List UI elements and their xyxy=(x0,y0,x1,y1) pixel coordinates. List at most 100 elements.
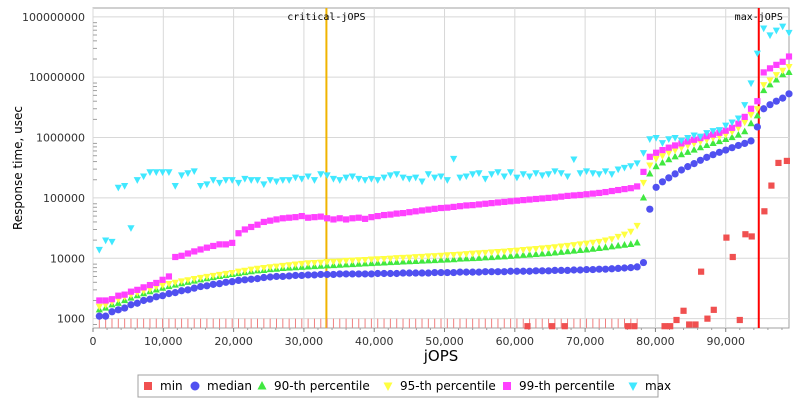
point-max xyxy=(184,170,192,177)
point-90-th-percentile xyxy=(696,143,705,151)
point-99-th-percentile xyxy=(488,200,495,207)
point-99-th-percentile xyxy=(203,244,210,251)
point-max xyxy=(658,140,667,147)
point-median xyxy=(317,270,325,279)
point-90-th-percentile xyxy=(443,255,451,263)
point-max xyxy=(475,170,483,177)
point-99-th-percentile xyxy=(779,58,786,65)
point-max xyxy=(684,134,692,142)
point-95-th-percentile xyxy=(544,244,553,252)
point-median xyxy=(146,295,154,303)
point-max xyxy=(260,181,268,189)
point-median xyxy=(418,269,426,277)
point-99-th-percentile xyxy=(387,211,394,218)
point-max xyxy=(488,171,496,178)
point-median xyxy=(412,269,420,277)
point-95-th-percentile xyxy=(203,273,211,281)
point-95-th-percentile xyxy=(310,259,319,267)
point-max xyxy=(582,168,591,176)
point-median xyxy=(291,271,300,280)
point-min xyxy=(723,234,730,241)
point-99-th-percentile xyxy=(254,221,261,228)
point-99-th-percentile xyxy=(602,188,609,196)
point-99-th-percentile xyxy=(222,241,229,248)
point-90-th-percentile xyxy=(741,127,749,135)
point-90-th-percentile xyxy=(608,242,616,250)
legend-label: 90-th percentile xyxy=(274,379,370,393)
point-max xyxy=(601,168,610,176)
point-max xyxy=(348,173,357,181)
point-95-th-percentile xyxy=(102,302,110,309)
point-max xyxy=(152,169,160,176)
point-min xyxy=(561,323,568,330)
y-tick-label: 10000000 xyxy=(29,71,85,84)
point-99-th-percentile xyxy=(456,203,464,210)
point-95-th-percentile xyxy=(753,106,761,113)
point-95-th-percentile xyxy=(538,245,546,253)
point-median xyxy=(551,266,559,274)
point-95-th-percentile xyxy=(665,150,673,157)
point-95-th-percentile xyxy=(215,271,224,279)
point-median xyxy=(203,282,211,290)
point-99-th-percentile xyxy=(539,195,546,202)
point-90-th-percentile xyxy=(715,137,723,145)
point-95-th-percentile xyxy=(582,240,591,248)
point-95-th-percentile xyxy=(260,265,268,272)
point-95-th-percentile xyxy=(601,237,610,245)
point-max xyxy=(367,175,375,183)
point-99-th-percentile xyxy=(324,215,331,222)
point-max xyxy=(519,171,527,178)
point-median xyxy=(652,183,660,191)
point-median xyxy=(184,286,192,294)
point-95-th-percentile xyxy=(734,125,742,132)
point-max xyxy=(203,181,211,189)
legend-label: 99-th percentile xyxy=(519,379,615,393)
point-99-th-percentile xyxy=(298,212,305,220)
point-99-th-percentile xyxy=(273,216,280,223)
point-median xyxy=(513,267,521,275)
point-max xyxy=(279,177,287,184)
point-90-th-percentile xyxy=(525,250,534,258)
point-median xyxy=(747,137,755,145)
x-tick-label: 60,000 xyxy=(496,335,535,348)
point-95-th-percentile xyxy=(646,162,654,170)
point-median xyxy=(481,268,489,276)
point-median xyxy=(633,263,641,271)
point-max xyxy=(741,102,749,109)
point-90-th-percentile xyxy=(494,252,502,260)
point-95-th-percentile xyxy=(481,249,489,257)
y-tick-label: 1000 xyxy=(57,313,85,326)
point-95-th-percentile xyxy=(652,155,660,163)
point-99-th-percentile xyxy=(412,208,419,215)
point-max xyxy=(532,170,540,177)
point-95-th-percentile xyxy=(336,258,344,266)
point-99-th-percentile xyxy=(241,226,248,233)
point-95-th-percentile xyxy=(329,258,338,266)
point-95-th-percentile xyxy=(247,266,255,274)
point-95-th-percentile xyxy=(557,243,565,251)
point-99-th-percentile xyxy=(735,120,742,127)
point-95-th-percentile xyxy=(298,260,306,268)
point-95-th-percentile xyxy=(374,256,382,263)
point-max xyxy=(646,136,654,143)
point-median xyxy=(589,265,597,274)
point-99-th-percentile xyxy=(501,198,508,205)
point-max xyxy=(633,160,641,168)
point-99-th-percentile xyxy=(583,191,590,198)
point-median xyxy=(570,266,578,274)
point-95-th-percentile xyxy=(671,147,679,155)
point-90-th-percentile xyxy=(639,193,648,201)
point-max xyxy=(95,246,103,254)
point-min xyxy=(673,316,680,324)
point-max xyxy=(728,119,736,127)
point-min xyxy=(667,323,674,330)
point-median xyxy=(557,266,565,274)
point-median xyxy=(620,264,629,272)
point-median xyxy=(475,268,483,276)
legend: min median 90-th percentile 95-th percentil… xyxy=(144,379,671,393)
point-median xyxy=(323,270,331,279)
point-99-th-percentile xyxy=(444,204,451,211)
point-99-th-percentile xyxy=(235,230,242,237)
point-max xyxy=(557,170,565,177)
point-max xyxy=(563,173,572,181)
